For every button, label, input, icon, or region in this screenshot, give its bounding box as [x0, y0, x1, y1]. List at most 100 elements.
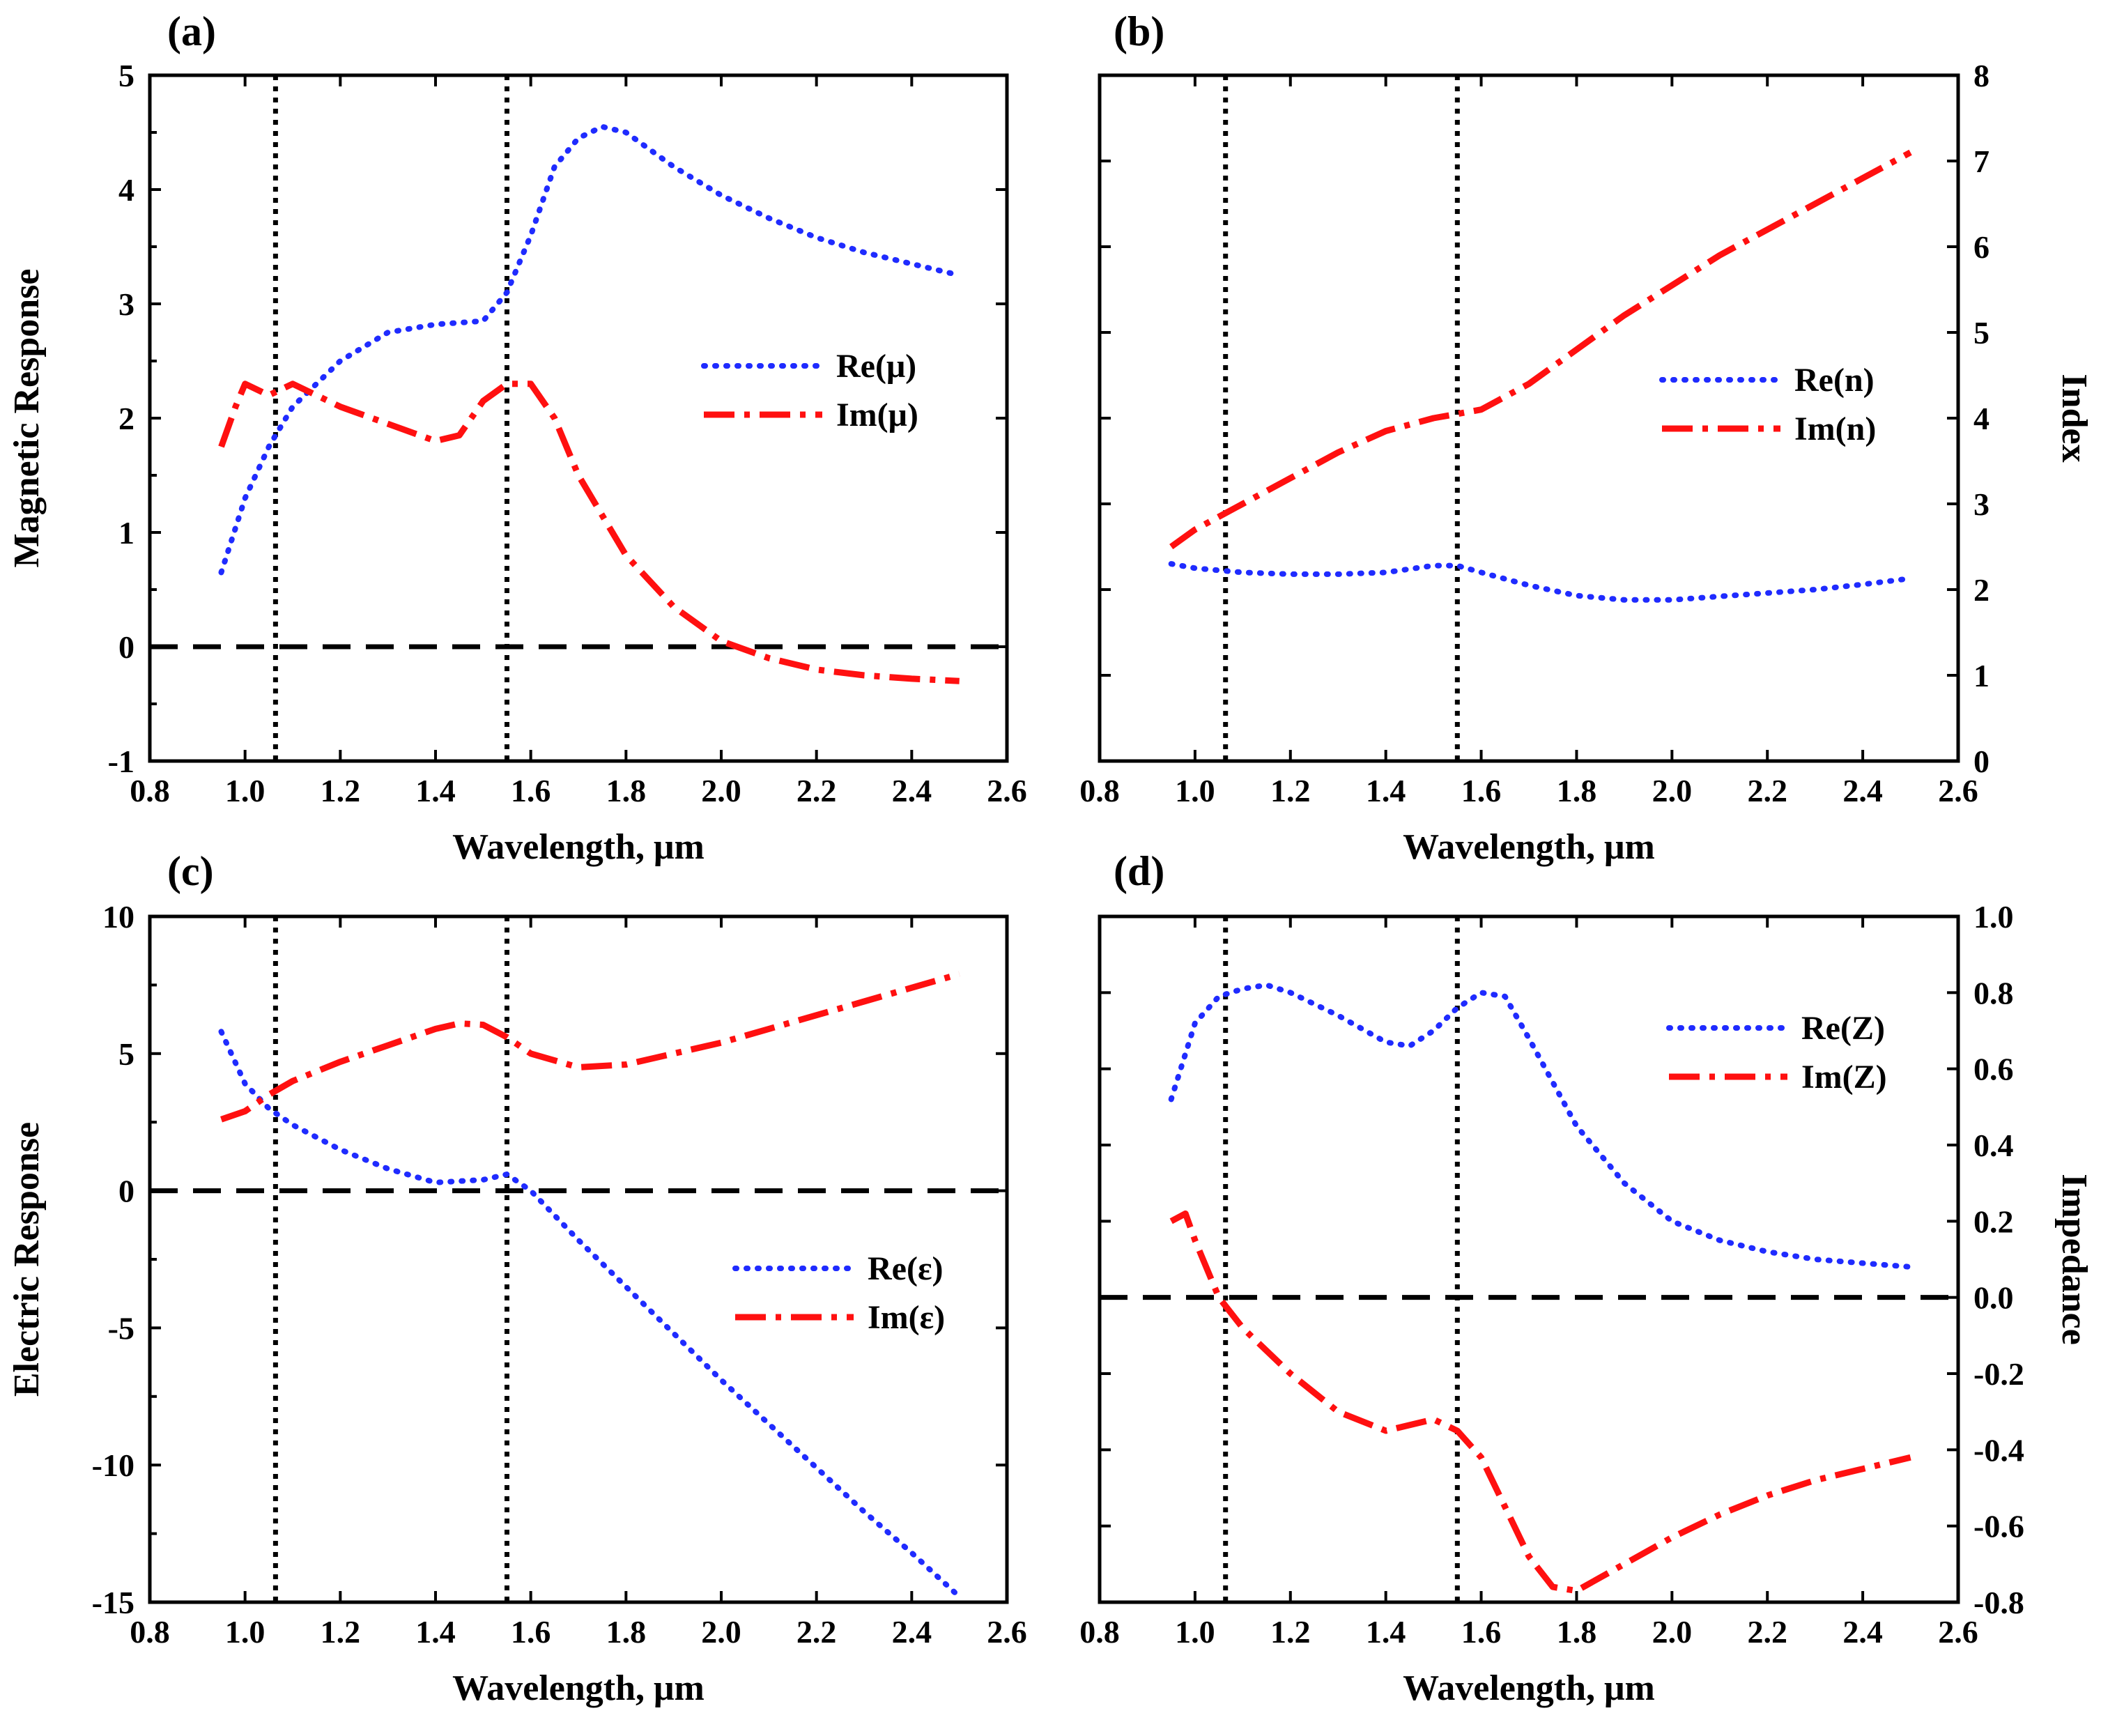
x-tick-label: 1.8 — [1557, 1614, 1597, 1650]
x-tick-label: 2.6 — [1938, 1614, 1978, 1650]
y-tick-label: 5 — [118, 1036, 134, 1072]
series-line-Im(μ) — [218, 381, 960, 684]
x-tick-label: 0.8 — [1079, 1614, 1120, 1650]
legend-label: Re(Z) — [1801, 1010, 1885, 1047]
plot-frame — [1098, 914, 1960, 1604]
legend-label: Im(ε) — [868, 1299, 945, 1336]
y-tick-label: 3 — [1973, 486, 1990, 522]
y-axis-label: Impedance — [2054, 1174, 2094, 1345]
x-tick-label: 2.0 — [1652, 773, 1693, 808]
y-tick-label: 1 — [118, 515, 134, 551]
y-tick-label: 1.0 — [1973, 899, 2014, 935]
x-tick-label: 1.4 — [1366, 773, 1406, 808]
x-tick-label: 0.8 — [130, 773, 170, 808]
x-tick-label: 1.4 — [415, 773, 456, 808]
x-tick-label: 2.2 — [796, 1614, 837, 1650]
legend-label: Re(n) — [1794, 362, 1875, 399]
series-line-Im(ε) — [220, 971, 960, 1123]
y-tick-label: -5 — [108, 1310, 134, 1346]
x-tick-label: 1.8 — [606, 773, 647, 808]
y-tick-label: -0.6 — [1973, 1509, 2024, 1544]
y-tick-label: 0.8 — [1973, 975, 2014, 1011]
y-tick-label: 2 — [1973, 572, 1990, 608]
x-axis-label: Wavelength, μm — [1403, 827, 1655, 867]
y-tick-label: 0 — [118, 629, 134, 665]
x-axis-label: Wavelength, μm — [1403, 1668, 1655, 1708]
panel-tag: (a) — [167, 8, 216, 54]
panel-tag: (c) — [167, 848, 214, 894]
x-axis-label: Wavelength, μm — [452, 827, 705, 867]
panel-a: (a) 0.8 1.0 1.2 1.4 1.6 1.8 2.0 2.2 2.4 2.6 -1 0 1 2 3 4… — [7, 8, 1027, 867]
x-axis-label: Wavelength, μm — [452, 1668, 705, 1708]
series-line-Re(n) — [1168, 561, 1914, 603]
x-tick-label: 1.4 — [415, 1614, 456, 1650]
panel-tag: (d) — [1114, 848, 1164, 894]
x-tick-label: 1.2 — [1270, 1614, 1311, 1650]
y-tick-label: 0.4 — [1973, 1128, 2014, 1163]
x-tick-label: 1.6 — [1461, 1614, 1502, 1650]
x-tick-label: 1.2 — [321, 1614, 361, 1650]
x-tick-label: 1.0 — [225, 1614, 265, 1650]
x-tick-label: 1.6 — [511, 1614, 551, 1650]
x-tick-label: 2.4 — [1842, 773, 1883, 808]
x-tick-label: 1.6 — [511, 773, 551, 808]
x-tick-label: 1.8 — [1557, 773, 1597, 808]
x-tick-label: 2.0 — [701, 1614, 741, 1650]
legend: Re(n) Im(n) — [1659, 362, 1876, 447]
series-line-Im(n) — [1169, 149, 1912, 550]
y-tick-label: 5 — [1973, 315, 1990, 351]
x-tick-label: 1.8 — [606, 1614, 647, 1650]
y-tick-label: -15 — [92, 1585, 134, 1620]
y-tick-label: 4 — [1973, 401, 1990, 436]
legend: Re(ε) Im(ε) — [732, 1250, 945, 1336]
legend: Re(μ) Im(μ) — [701, 348, 918, 433]
series-line-Re(Z) — [1168, 982, 1914, 1270]
panel-d: (d) 0.8 1.0 1.2 1.4 1.6 1.8 2.0 2.2 2.4 2.6-0.8 -0.… — [1079, 848, 2094, 1708]
x-tick-label: 2.0 — [1652, 1614, 1693, 1650]
x-tick-label: 1.4 — [1366, 1614, 1406, 1650]
x-tick-label: 2.6 — [1938, 773, 1978, 808]
x-tick-label: 2.2 — [796, 773, 837, 808]
x-tick-label: 2.4 — [1842, 1614, 1883, 1650]
y-tick-label: 0 — [1973, 744, 1990, 779]
y-tick-label: 1 — [1973, 658, 1990, 693]
x-tick-label: 1.0 — [1175, 1614, 1215, 1650]
y-tick-label: 0 — [118, 1174, 134, 1209]
x-tick-label: 2.4 — [892, 1614, 932, 1650]
y-tick-label: 5 — [118, 58, 134, 93]
y-tick-label: -1 — [108, 744, 134, 779]
x-tick-label: 0.8 — [1079, 773, 1120, 808]
x-tick-label: 1.0 — [225, 773, 265, 808]
legend-label: Im(n) — [1794, 410, 1876, 447]
x-tick-label: 1.6 — [1461, 773, 1502, 808]
series-line-Im(Z) — [1169, 1210, 1911, 1595]
panel-c: (c) 0.8 1.0 1.2 1.4 1.6 1.8 2.0 2.2 2.4 2.6 -15 -10 -… — [7, 848, 1027, 1708]
y-tick-label: -0.4 — [1973, 1432, 2024, 1468]
x-tick-label: 2.2 — [1747, 1614, 1787, 1650]
x-tick-label: 1.0 — [1175, 773, 1215, 808]
x-tick-label: 2.4 — [892, 773, 932, 808]
y-tick-label: 4 — [118, 172, 134, 208]
y-tick-label: 0.2 — [1973, 1204, 2014, 1239]
y-tick-label: 7 — [1973, 144, 1990, 179]
y-tick-label: -0.8 — [1973, 1585, 2024, 1620]
x-tick-label: 0.8 — [130, 1614, 170, 1650]
y-tick-label: -0.2 — [1973, 1356, 2024, 1392]
y-axis-label: Electric Response — [7, 1122, 47, 1397]
x-tick-label: 2.0 — [701, 773, 741, 808]
y-tick-label: 10 — [102, 899, 134, 935]
y-tick-label: 6 — [1973, 229, 1990, 265]
x-tick-label: 1.2 — [321, 773, 361, 808]
panel-b: (b) 0.8 1.0 1.2 1.4 1.6 1.8 2.0 2.2 2.4 2.60 1 2 3 4 5 6… — [1079, 8, 2094, 867]
y-tick-label: 2 — [118, 401, 134, 436]
y-tick-label: 0.6 — [1973, 1052, 2014, 1087]
y-axis-label: Index — [2054, 374, 2094, 462]
x-tick-label: 2.6 — [987, 1614, 1027, 1650]
series-line-Re(ε) — [218, 1029, 962, 1600]
panel-tag: (b) — [1114, 8, 1164, 54]
x-tick-label: 1.2 — [1270, 773, 1311, 808]
x-tick-label: 2.2 — [1747, 773, 1787, 808]
y-tick-label: 8 — [1973, 58, 1990, 93]
legend-label: Re(ε) — [868, 1250, 943, 1287]
